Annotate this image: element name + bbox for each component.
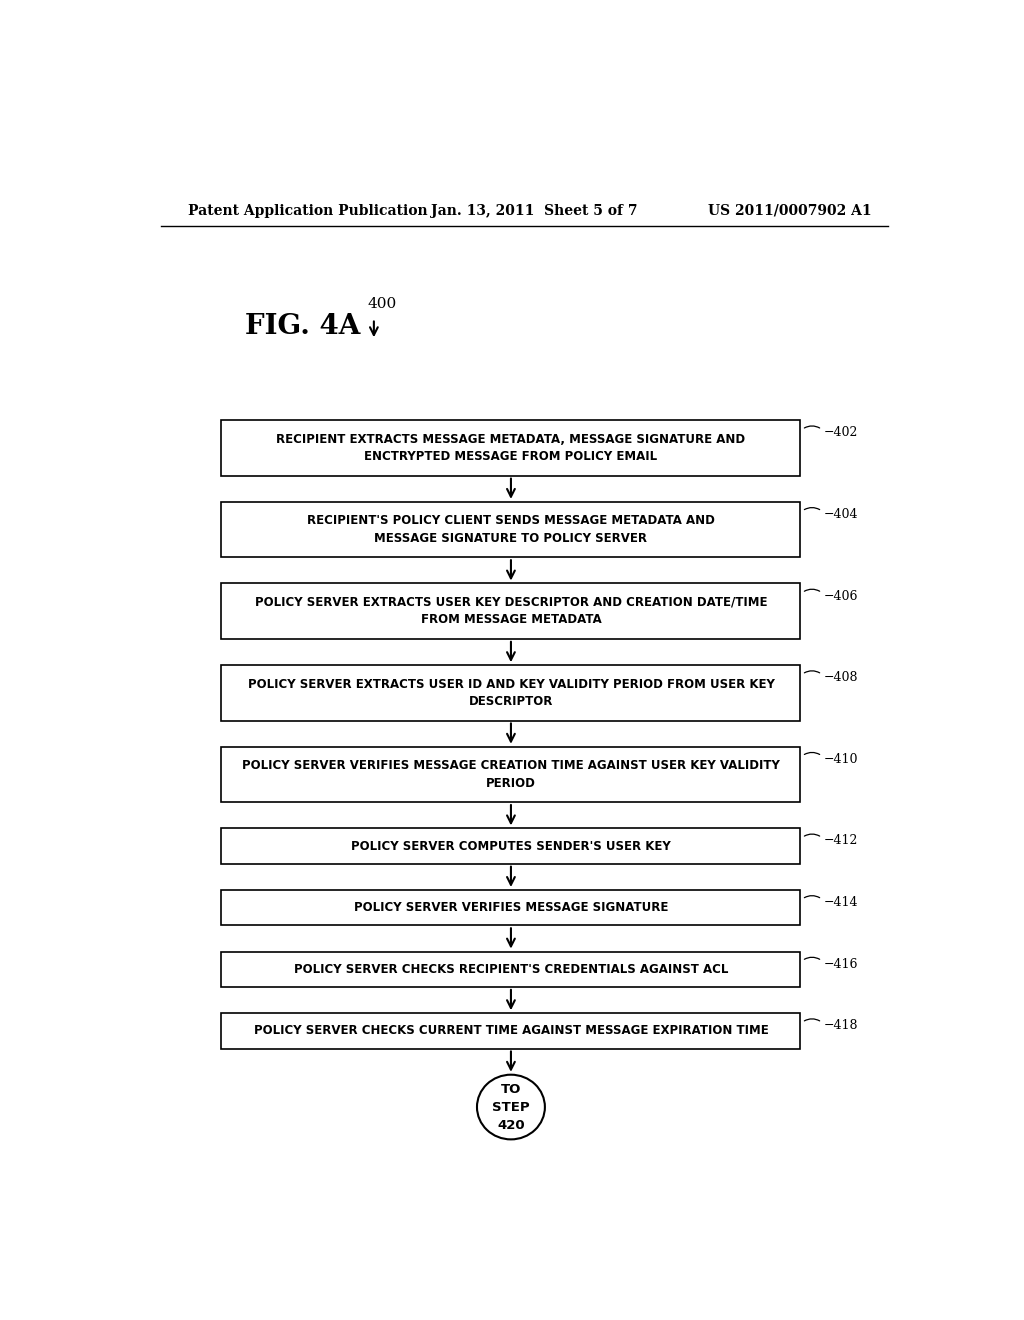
- Text: TO
STEP
420: TO STEP 420: [493, 1082, 529, 1131]
- Text: −408: −408: [823, 671, 858, 684]
- Bar: [221, 890, 801, 925]
- Text: Jan. 13, 2011  Sheet 5 of 7: Jan. 13, 2011 Sheet 5 of 7: [431, 203, 637, 218]
- Text: −410: −410: [823, 752, 858, 766]
- Text: −404: −404: [823, 508, 858, 521]
- Text: POLICY SERVER VERIFIES MESSAGE SIGNATURE: POLICY SERVER VERIFIES MESSAGE SIGNATURE: [353, 902, 668, 915]
- Text: −406: −406: [823, 590, 858, 603]
- Bar: [221, 952, 801, 987]
- Text: POLICY SERVER COMPUTES SENDER'S USER KEY: POLICY SERVER COMPUTES SENDER'S USER KEY: [351, 840, 671, 853]
- Bar: [221, 502, 801, 557]
- Text: RECIPIENT'S POLICY CLIENT SENDS MESSAGE METADATA AND
MESSAGE SIGNATURE TO POLICY: RECIPIENT'S POLICY CLIENT SENDS MESSAGE …: [307, 515, 715, 545]
- Bar: [221, 420, 801, 475]
- Text: POLICY SERVER CHECKS RECIPIENT'S CREDENTIALS AGAINST ACL: POLICY SERVER CHECKS RECIPIENT'S CREDENT…: [294, 962, 728, 975]
- Text: Patent Application Publication: Patent Application Publication: [188, 203, 428, 218]
- Bar: [221, 665, 801, 721]
- Ellipse shape: [477, 1074, 545, 1139]
- Bar: [221, 583, 801, 639]
- Text: −414: −414: [823, 896, 858, 909]
- Text: −402: −402: [823, 426, 858, 440]
- Text: POLICY SERVER VERIFIES MESSAGE CREATION TIME AGAINST USER KEY VALIDITY
PERIOD: POLICY SERVER VERIFIES MESSAGE CREATION …: [242, 759, 780, 789]
- Text: 400: 400: [368, 297, 397, 312]
- Text: POLICY SERVER EXTRACTS USER ID AND KEY VALIDITY PERIOD FROM USER KEY
DESCRIPTOR: POLICY SERVER EXTRACTS USER ID AND KEY V…: [248, 677, 774, 708]
- Text: −418: −418: [823, 1019, 858, 1032]
- Text: −412: −412: [823, 834, 858, 847]
- Text: POLICY SERVER CHECKS CURRENT TIME AGAINST MESSAGE EXPIRATION TIME: POLICY SERVER CHECKS CURRENT TIME AGAINS…: [254, 1024, 768, 1038]
- Bar: [221, 747, 801, 803]
- Text: POLICY SERVER EXTRACTS USER KEY DESCRIPTOR AND CREATION DATE/TIME
FROM MESSAGE M: POLICY SERVER EXTRACTS USER KEY DESCRIPT…: [255, 595, 767, 627]
- Bar: [221, 1014, 801, 1048]
- Text: −416: −416: [823, 958, 858, 970]
- Text: FIG. 4A: FIG. 4A: [245, 313, 359, 339]
- Text: RECIPIENT EXTRACTS MESSAGE METADATA, MESSAGE SIGNATURE AND
ENCTRYPTED MESSAGE FR: RECIPIENT EXTRACTS MESSAGE METADATA, MES…: [276, 433, 745, 463]
- Text: US 2011/0007902 A1: US 2011/0007902 A1: [708, 203, 871, 218]
- Bar: [221, 829, 801, 863]
